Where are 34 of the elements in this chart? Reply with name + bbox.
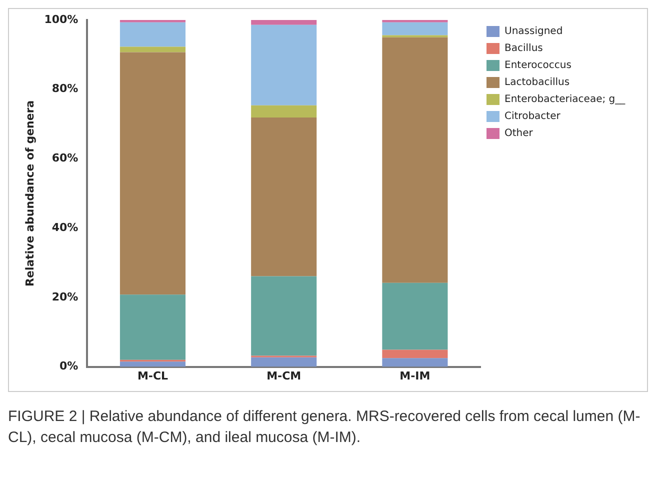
- legend-label: Enterococcus: [504, 60, 572, 72]
- y-tick-label: 60%: [52, 152, 78, 165]
- y-tick-label: 0%: [59, 360, 78, 373]
- legend-label: Other: [504, 128, 534, 140]
- legend-label: Citrobacter: [504, 111, 562, 122]
- bar: [251, 276, 317, 356]
- bar: [251, 117, 317, 276]
- y-tick-label: 40%: [52, 220, 78, 234]
- x-tick-label: M-CM: [266, 369, 302, 382]
- bar: [251, 24, 317, 106]
- legend-label: Bacillus: [504, 43, 543, 54]
- bar: [382, 350, 448, 358]
- bar: [382, 358, 448, 367]
- bar: [120, 52, 186, 295]
- y-tick-label: 20%: [52, 290, 78, 304]
- legend-label: Enterobacteriaceae; g__: [504, 94, 626, 106]
- y-tick-label: 100%: [44, 12, 78, 26]
- bar: [382, 282, 448, 350]
- bar: [120, 294, 186, 360]
- bar: [120, 362, 186, 367]
- bar: [382, 37, 448, 283]
- legend-label: Unassigned: [504, 26, 563, 38]
- bar: [120, 46, 186, 52]
- bar: [120, 22, 186, 47]
- x-tick-label: M-IM: [400, 369, 430, 382]
- x-tick-label: M-CL: [137, 369, 168, 382]
- bar: [251, 20, 317, 25]
- caption: FIGURE 2 | Relative abundance of different genera. MRS-recovered cells from cecal lumen (M-CL), cecal mucosa (M-CM), and ileal mucosa (M-IM).: [8, 407, 642, 448]
- bar: [251, 357, 317, 367]
- y-axis-title: Relative abundance of genera: [23, 100, 36, 286]
- bar: [382, 22, 448, 36]
- bar: [251, 105, 317, 118]
- y-tick-label: 80%: [52, 82, 78, 96]
- legend-label: Lactobacillus: [504, 77, 570, 88]
